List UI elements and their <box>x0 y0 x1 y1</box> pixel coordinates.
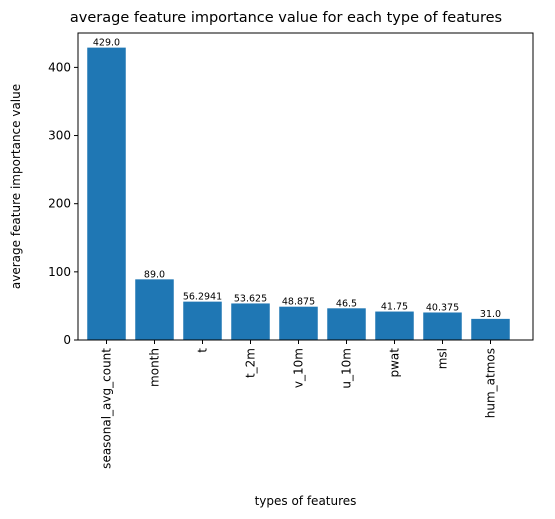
x-tick-label-msl: msl <box>436 348 450 369</box>
bar-t <box>183 301 222 340</box>
data-label-t: 56.2941 <box>183 292 222 303</box>
bar-month <box>135 279 174 340</box>
y-tick-label-200: 200 <box>48 197 71 211</box>
y-tick-label-100: 100 <box>48 265 71 279</box>
x-tick-label-hum_atmos: hum_atmos <box>484 348 498 418</box>
y-axis: 0 100 200 300 400 <box>48 60 78 347</box>
plot-area-frame <box>77 32 534 341</box>
x-tick-label-month: month <box>148 348 162 387</box>
y-axis-label: average feature importance value <box>9 84 23 289</box>
x-tick-label-seasonal_avg_count: seasonal_avg_count <box>100 348 114 469</box>
x-axis-label: types of features <box>255 494 357 508</box>
x-tick-label-v_10m: v_10m <box>292 348 306 388</box>
chart-title: average feature importance value for eac… <box>70 10 502 26</box>
y-tick-label-400: 400 <box>48 60 71 74</box>
data-label-pwat: 41.75 <box>381 302 408 313</box>
x-tick-label-t: t <box>196 348 210 353</box>
bar-u_10m <box>327 308 366 340</box>
data-label-msl: 40.375 <box>426 302 459 313</box>
data-label-month: 89.0 <box>144 269 165 280</box>
data-label-v_10m: 48.875 <box>282 297 315 308</box>
data-label-t_2m: 53.625 <box>234 293 267 304</box>
x-tick-label-t_2m: t_2m <box>244 348 258 378</box>
bar-v_10m <box>279 306 318 340</box>
bar-hum_atmos <box>471 318 510 340</box>
bar-t_2m <box>231 303 270 340</box>
y-tick-label-300: 300 <box>48 129 71 143</box>
data-label-u_10m: 46.5 <box>336 298 357 309</box>
y-tick-label-0: 0 <box>63 333 71 347</box>
bar-seasonal_avg_count <box>87 47 126 340</box>
bar-pwat <box>375 311 414 340</box>
data-labels-group: 429.0 89.0 56.2941 53.625 48.875 46.5 41.75 40.… <box>93 38 501 320</box>
data-label-seasonal_avg_count: 429.0 <box>93 38 120 49</box>
x-tick-label-u_10m: u_10m <box>340 348 354 389</box>
x-tick-label-pwat: pwat <box>388 348 402 378</box>
data-label-hum_atmos: 31.0 <box>480 309 501 320</box>
bar-msl <box>423 312 462 340</box>
bars-group <box>87 47 510 340</box>
x-axis: seasonal_avg_count month t t_2m v_10m u_10m pw… <box>100 340 498 469</box>
